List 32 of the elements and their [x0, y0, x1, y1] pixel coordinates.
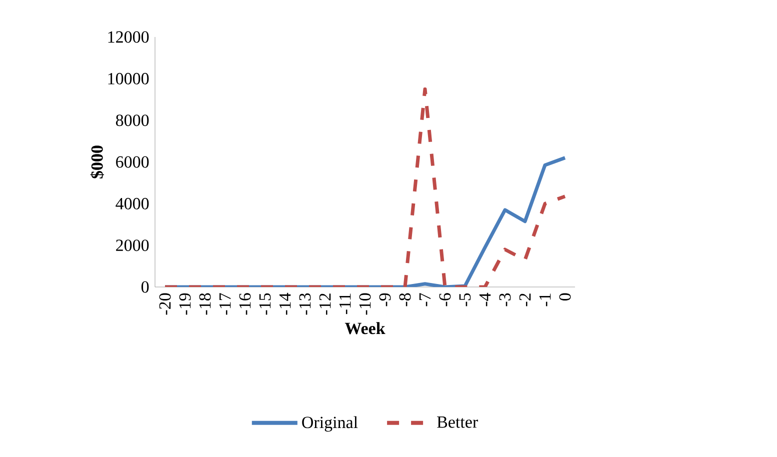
x-tick-label: -17 [219, 293, 231, 315]
x-tick-label: -18 [199, 293, 211, 315]
y-tick-label: 0 [141, 281, 149, 293]
x-tick-label: -7 [419, 293, 431, 306]
x-tick-label: -3 [499, 293, 511, 306]
y-tick-label: 4000 [116, 198, 149, 210]
x-tick-label: -4 [479, 292, 491, 306]
x-tick-label: -20 [159, 293, 171, 315]
x-tick-label: -19 [179, 293, 191, 315]
x-tick-label: -8 [399, 293, 411, 306]
y-tick-label: 6000 [116, 156, 149, 168]
y-tick-label: 12000 [108, 31, 149, 43]
y-tick-label: 2000 [116, 240, 149, 252]
x-tick-label: -15 [259, 293, 271, 315]
x-tick-label: -9 [379, 293, 391, 306]
x-tick-label: -2 [519, 294, 531, 306]
x-tick-label: -16 [239, 293, 251, 315]
x-tick-label: -12 [319, 294, 331, 315]
x-tick-label: 0 [559, 293, 571, 301]
legend-label: Original [302, 416, 358, 432]
x-tick-label: -6 [439, 293, 451, 306]
y-axis-title: $000 [90, 146, 104, 178]
x-tick-label: -11 [339, 294, 351, 314]
x-tick-label: -5 [459, 293, 471, 306]
legend-label: Better [437, 416, 478, 428]
y-tick-label: 8000 [116, 114, 149, 126]
x-tick-label: -10 [359, 293, 371, 315]
y-tick-label: 10000 [108, 72, 149, 84]
x-tick-label: -1 [539, 294, 551, 306]
x-tick-label: -13 [299, 293, 311, 315]
x-tick-label: -14 [279, 292, 291, 315]
x-axis-title: Week [344, 322, 386, 334]
